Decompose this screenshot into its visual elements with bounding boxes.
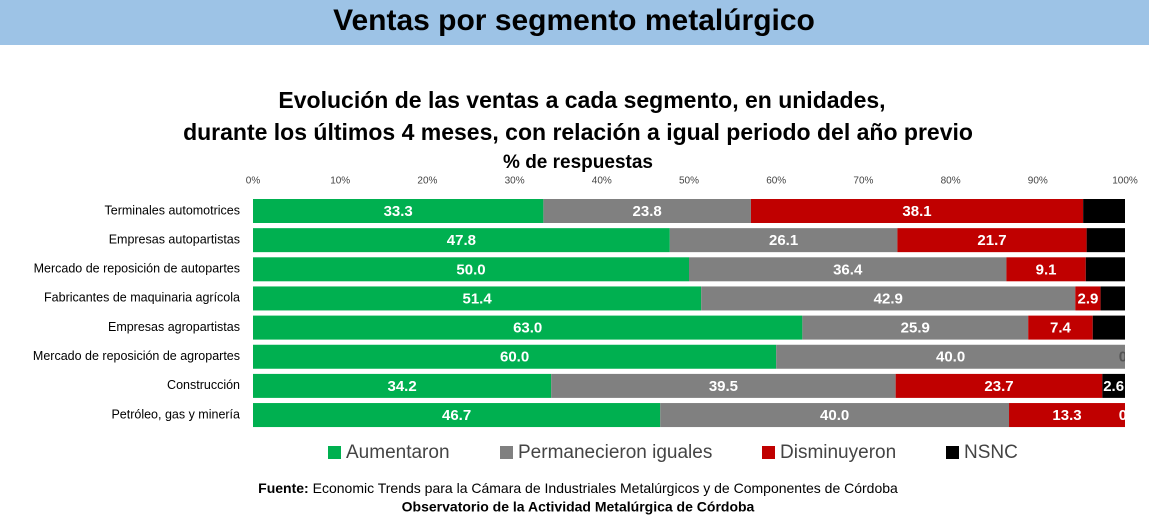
data-label: 60.0	[500, 349, 529, 366]
data-label: 33.3	[384, 203, 413, 220]
bar-segment	[253, 199, 544, 223]
data-label: 0.	[1119, 349, 1132, 366]
category-label: Fabricantes de maquinaria agrícola	[44, 291, 240, 305]
bar-segment	[897, 228, 1087, 253]
bar-segment	[1028, 315, 1093, 340]
x-tick-label: 90%	[1028, 176, 1048, 187]
data-label: 34.2	[388, 378, 417, 395]
plot: 33.3 23.8 38.1 47.8 26.1 21.7 50.0 36.4 9.1 51.4 4…	[253, 199, 1132, 428]
footer-organization: Observatorio de la Actividad Metalúrgica…	[402, 499, 755, 515]
x-tick-label: 0%	[246, 176, 261, 187]
bar-segment	[1075, 286, 1101, 311]
category-label: Mercado de reposición de autopartes	[34, 262, 240, 276]
x-tick-label: 50%	[679, 176, 699, 187]
chart-title: durante los últimos 4 meses, con relació…	[183, 119, 973, 145]
data-label: 13.3	[1052, 407, 1081, 424]
bar-segment	[1083, 199, 1125, 223]
data-label: 63.0	[513, 320, 542, 337]
data-label: 36.4	[833, 261, 863, 278]
bar-segment	[802, 315, 1029, 340]
data-label: 23.8	[633, 203, 662, 220]
data-label: 51.4	[463, 290, 493, 307]
bar-segment	[669, 228, 898, 253]
data-label: 9.1	[1036, 261, 1057, 278]
bar-segment	[776, 344, 1125, 369]
category-label: Mercado de reposición de agropartes	[33, 349, 240, 363]
bar-segment	[253, 344, 777, 369]
bar-segment	[253, 403, 661, 428]
source-label: Fuente:	[258, 480, 309, 496]
data-label: 25.9	[901, 320, 930, 337]
bar-segment	[253, 315, 803, 340]
category-label: Empresas agropartistas	[108, 320, 240, 334]
bar-segment	[1085, 257, 1125, 282]
x-tick-label: 60%	[766, 176, 786, 187]
header-band	[0, 0, 1149, 45]
data-label: 38.1	[902, 203, 931, 220]
bar-segment	[253, 373, 552, 398]
data-label: 26.1	[769, 232, 798, 249]
slide-title: Ventas por segmento metalúrgico	[333, 4, 815, 37]
category-label: Petróleo, gas y minería	[111, 407, 240, 421]
bar-segment	[689, 257, 1007, 282]
bar-segment	[701, 286, 1076, 311]
x-tick-label: 40%	[592, 176, 612, 187]
data-label: 2.9	[1078, 290, 1099, 307]
bar-segment	[1102, 373, 1125, 398]
data-label: 0.	[1119, 407, 1132, 424]
legend-label: Permanecieron iguales	[518, 442, 712, 463]
x-tick-label: 20%	[417, 176, 437, 187]
category-label: Construcción	[167, 378, 240, 392]
legend-swatch	[328, 446, 341, 459]
data-label: 42.9	[874, 290, 903, 307]
category-label: Terminales automotrices	[105, 203, 240, 217]
legend-label: Aumentaron	[346, 442, 450, 463]
data-label: 40.0	[936, 349, 965, 366]
x-tick-label: 80%	[941, 176, 961, 187]
legend-swatch	[762, 446, 775, 459]
legend-label: Disminuyeron	[780, 442, 896, 463]
bar-segment	[895, 373, 1103, 398]
bar-segment	[253, 228, 670, 253]
x-tick-label: 100%	[1112, 176, 1138, 187]
x-tick-label: 70%	[853, 176, 873, 187]
legend-label: NSNC	[964, 442, 1018, 463]
data-label: 23.7	[984, 378, 1013, 395]
data-label: 50.0	[456, 261, 485, 278]
bar-segment	[543, 199, 751, 223]
data-label: 39.5	[709, 378, 738, 395]
chart-subtitle: % de respuestas	[503, 152, 653, 173]
data-label: 40.0	[820, 407, 849, 424]
footer-source: Fuente: Economic Trends para la Cámara d…	[258, 480, 898, 496]
bar-segment	[1086, 228, 1125, 253]
bar-segment	[1006, 257, 1086, 282]
legend-swatch	[946, 446, 959, 459]
legend-swatch	[500, 446, 513, 459]
data-label: 21.7	[977, 232, 1006, 249]
data-label: 7.4	[1050, 320, 1072, 337]
data-label: 46.7	[442, 407, 471, 424]
x-tick-label: 30%	[505, 176, 525, 187]
bar-segment	[750, 199, 1084, 223]
chart-title: Evolución de las ventas a cada segmento,…	[278, 87, 885, 113]
bar-segment	[253, 286, 702, 311]
category-label: Empresas autopartistas	[109, 232, 240, 246]
bar-segment	[1009, 403, 1125, 428]
bar-segment	[551, 373, 896, 398]
data-label: 2.6	[1103, 378, 1124, 395]
x-tick-label: 10%	[330, 176, 350, 187]
bar-segment	[1092, 315, 1125, 340]
source-text: Economic Trends para la Cámara de Indust…	[313, 480, 898, 496]
bar-segment	[1100, 286, 1125, 311]
bar-segment	[253, 257, 689, 282]
data-label: 47.8	[447, 232, 476, 249]
bar-segment	[660, 403, 1010, 428]
